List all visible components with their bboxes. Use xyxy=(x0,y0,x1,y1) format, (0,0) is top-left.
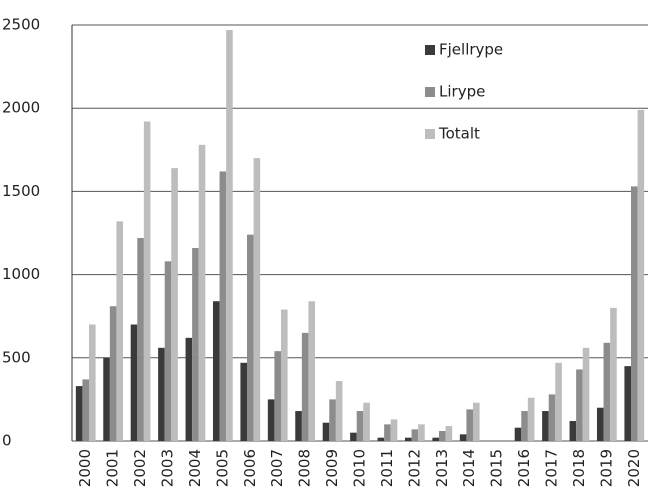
x-tick-label: 2006 xyxy=(241,449,259,487)
bar xyxy=(109,306,117,441)
bar xyxy=(555,362,562,441)
bar xyxy=(240,362,247,441)
x-tick-label: 2009 xyxy=(323,449,341,487)
bar xyxy=(473,402,480,441)
x-tick-label: 2018 xyxy=(570,449,588,487)
bar xyxy=(542,411,549,441)
x-tick-label: 2004 xyxy=(186,449,204,487)
bar xyxy=(377,437,385,441)
x-tick-label: 2007 xyxy=(268,449,286,487)
x-tick-label: 2017 xyxy=(543,449,561,487)
bar xyxy=(164,261,172,441)
bar xyxy=(75,386,83,441)
bar xyxy=(322,422,330,441)
bar xyxy=(432,437,439,441)
bar xyxy=(192,247,199,441)
bar xyxy=(603,342,611,441)
x-tick-label: 2019 xyxy=(597,449,615,487)
x-tick-label: 2014 xyxy=(460,449,478,487)
bar xyxy=(281,309,288,441)
x-tick-label: 2003 xyxy=(159,449,177,487)
bar xyxy=(404,437,412,441)
bar xyxy=(350,432,357,441)
bar xyxy=(267,399,275,441)
bar xyxy=(246,234,254,441)
bar xyxy=(466,409,474,441)
bar xyxy=(384,424,391,441)
x-tick-label: 2012 xyxy=(405,449,423,487)
bar xyxy=(624,366,631,441)
bar xyxy=(356,411,364,441)
x-tick-label: 2008 xyxy=(296,449,314,487)
x-tick-label: 2000 xyxy=(76,449,94,487)
bar xyxy=(548,394,556,441)
bar xyxy=(596,407,604,441)
x-tick-label: 2002 xyxy=(131,449,149,487)
y-tick-label: 500 xyxy=(2,348,31,366)
bar xyxy=(116,221,124,441)
bar xyxy=(137,237,144,441)
bar xyxy=(363,402,370,441)
bar xyxy=(171,168,178,441)
bar xyxy=(445,426,453,441)
bar xyxy=(219,171,227,441)
bar xyxy=(130,324,138,441)
legend-label: Totalt xyxy=(438,125,480,143)
bar xyxy=(253,158,261,441)
y-tick-label: 1500 xyxy=(2,182,40,200)
legend-swatch xyxy=(425,129,435,139)
x-tick-label: 2015 xyxy=(488,449,506,487)
bar xyxy=(198,144,206,442)
bar xyxy=(212,301,220,441)
bar xyxy=(630,186,638,441)
bar xyxy=(295,411,302,441)
legend-swatch xyxy=(425,45,435,55)
x-tick-label: 2016 xyxy=(515,449,533,487)
bar xyxy=(514,427,522,441)
y-tick-label: 2000 xyxy=(2,99,40,117)
y-tick-label: 2500 xyxy=(2,16,40,34)
x-tick-label: 2013 xyxy=(433,449,451,487)
x-tick-label: 2005 xyxy=(213,449,231,487)
bar xyxy=(226,29,233,441)
bar xyxy=(329,399,336,441)
legend-label: Fjellrype xyxy=(439,41,503,59)
y-tick-label: 1000 xyxy=(2,265,40,283)
bar xyxy=(418,424,425,441)
bar xyxy=(411,429,419,441)
legend-label: Lirype xyxy=(439,83,485,101)
y-tick-label: 0 xyxy=(2,432,12,450)
bar xyxy=(308,301,316,441)
x-tick-label: 2010 xyxy=(351,449,369,487)
x-tick-label: 2001 xyxy=(104,449,122,487)
x-tick-label: 2011 xyxy=(378,449,396,487)
x-tick-label: 2020 xyxy=(625,449,643,487)
bar xyxy=(103,357,110,441)
bar xyxy=(569,421,577,441)
bar xyxy=(301,332,309,441)
legend-swatch xyxy=(425,87,435,97)
bar xyxy=(89,324,96,441)
bar xyxy=(582,347,590,441)
bar xyxy=(185,337,193,441)
bar xyxy=(459,434,467,441)
bar xyxy=(335,381,343,441)
bar xyxy=(576,369,583,441)
bar xyxy=(82,379,90,441)
bar xyxy=(438,431,446,441)
bar xyxy=(158,347,165,441)
bar xyxy=(274,351,282,441)
bar xyxy=(527,397,535,441)
bar xyxy=(143,121,151,442)
bar xyxy=(637,109,645,441)
bar xyxy=(390,419,398,441)
bar xyxy=(610,307,617,441)
bar xyxy=(521,411,528,441)
